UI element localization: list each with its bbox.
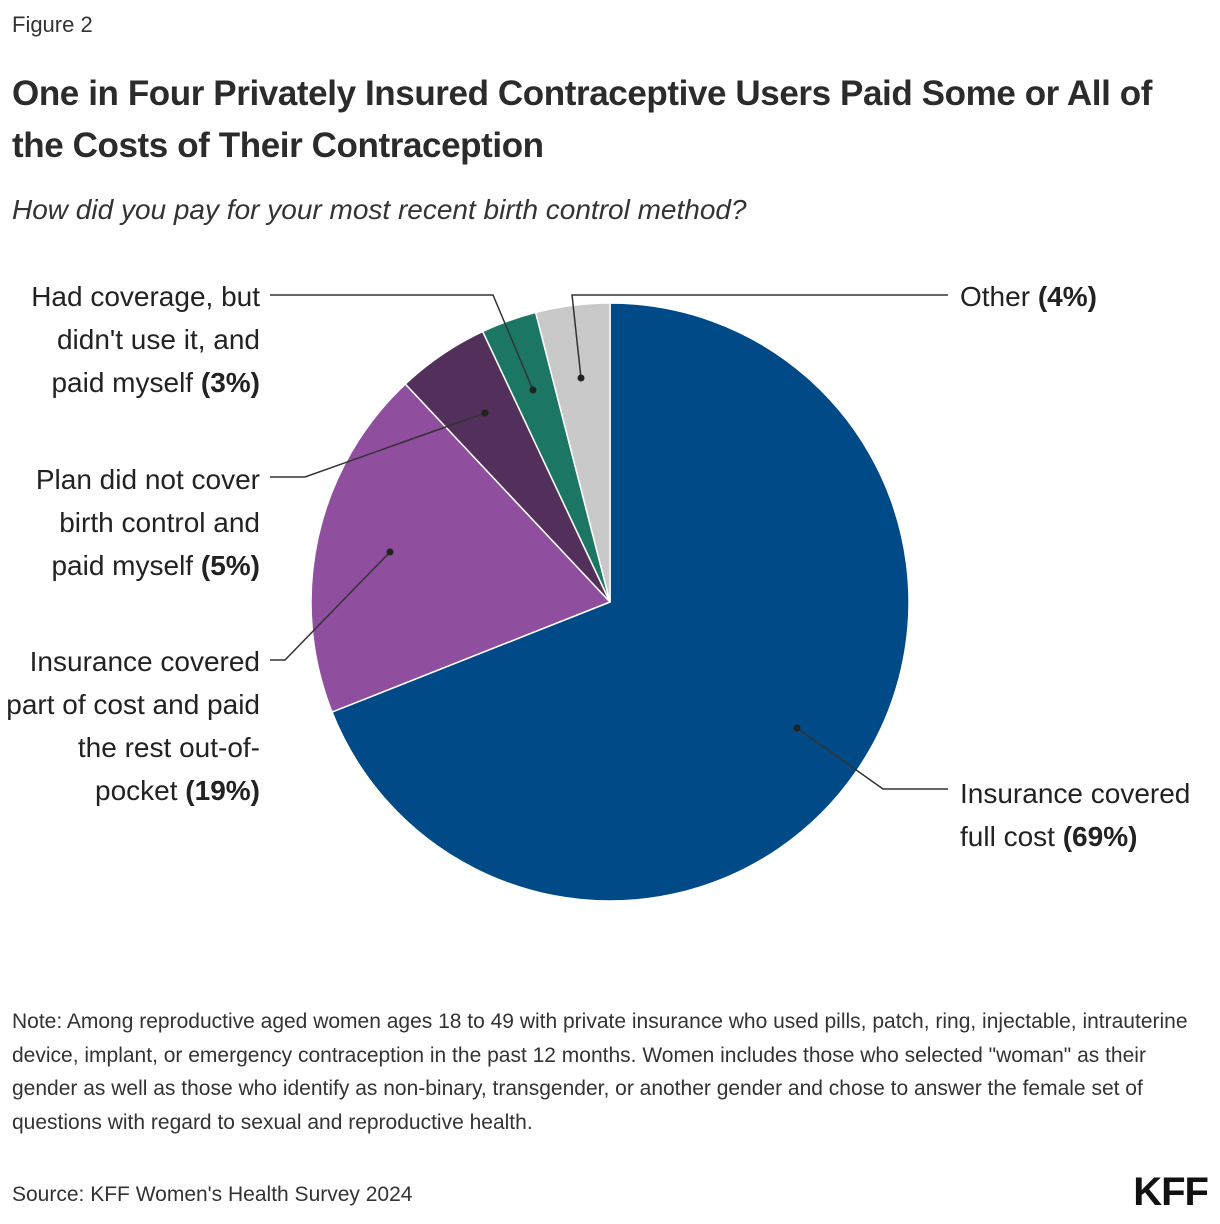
category-label: Insurance covered part of cost and paid … (6, 646, 260, 806)
logo: KFF (1133, 1170, 1209, 1214)
leader-dot (386, 548, 394, 556)
slice-label: Insurance covered full cost (69%) (960, 772, 1215, 858)
slice-label: Insurance covered part of cost and paid … (5, 640, 260, 812)
source: Source: KFF Women's Health Survey 2024 (12, 1183, 413, 1206)
slice-label: Other (4%) (960, 275, 1215, 318)
chart-title: One in Four Privately Insured Contracept… (12, 74, 1153, 165)
leader-dot (577, 374, 585, 382)
leader-line (796, 727, 948, 790)
chart-subtitle: How did you pay for your most recent bir… (12, 194, 747, 225)
leader-line (270, 412, 486, 478)
category-label: Other (960, 281, 1031, 312)
value-label: (69%) (1062, 821, 1138, 852)
value-label: (19%) (185, 775, 260, 806)
slice-label: Plan did not cover birth control and pai… (5, 458, 260, 587)
figure-label: Figure 2 (12, 12, 93, 37)
leader-line (270, 294, 534, 391)
slice-label: Had coverage, but didn't use it, and pai… (5, 275, 260, 404)
leader-line (571, 294, 948, 379)
category-label: Had coverage, but didn't use it, and pai… (31, 281, 260, 398)
leader-dot (481, 409, 489, 417)
value-label: (3%) (200, 367, 260, 398)
category-label: Insurance covered full cost (960, 778, 1191, 852)
value-label: (5%) (200, 550, 260, 581)
pie-slice (310, 382, 612, 714)
note: Note: Among reproductive aged women ages… (12, 1010, 1188, 1134)
leader-dot (529, 386, 537, 394)
category-label: Plan did not cover birth control and pai… (35, 464, 260, 581)
chart (270, 294, 948, 902)
leader-line (270, 551, 391, 661)
value-label: (4%) (1037, 281, 1097, 312)
leader-dot (793, 724, 801, 732)
